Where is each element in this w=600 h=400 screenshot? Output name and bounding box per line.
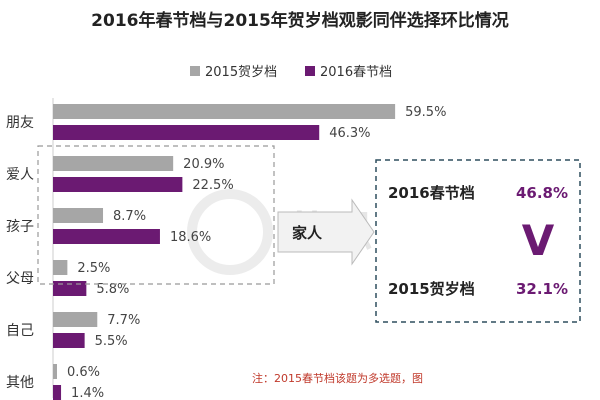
comparison-v-mark: V <box>522 216 555 265</box>
summary-box-border <box>375 159 581 323</box>
category-label: 孩子 <box>6 219 34 235</box>
bar-value-label: 7.7% <box>107 313 140 328</box>
category-label: 朋友 <box>6 115 34 131</box>
bar-value-label: 0.6% <box>67 365 100 380</box>
bar-value-label: 2.5% <box>77 261 110 276</box>
category-label: 爱人 <box>6 167 34 183</box>
summary-2015-value: 32.1% <box>516 280 568 298</box>
bar-value-label: 59.5% <box>405 105 446 120</box>
bar-2016 <box>53 333 85 348</box>
legend-label-2016: 2016春节档 <box>320 65 392 80</box>
category-label: 父母 <box>6 271 34 287</box>
bar-value-label: 20.9% <box>183 157 224 172</box>
bar-value-label: 5.5% <box>95 334 128 349</box>
bar-value-label: 8.7% <box>113 209 146 224</box>
bar-value-label: 5.8% <box>96 282 129 297</box>
bar-2015 <box>53 312 98 327</box>
bar-2016 <box>53 281 87 296</box>
summary-2015-label: 2015贺岁档 <box>388 280 475 298</box>
category-label: 自己 <box>6 323 34 339</box>
legend-swatch-2016 <box>305 66 315 76</box>
bar-2015 <box>53 208 104 223</box>
legend-label-2015: 2015贺岁档 <box>205 65 277 80</box>
legend: 2015贺岁档 2016春节档 <box>190 65 392 80</box>
bar-2015 <box>53 260 68 275</box>
bar-2016 <box>53 385 62 400</box>
footnote: 注：2015春节档该题为多选题，图 <box>252 371 423 385</box>
family-summary-box: 2016春节档 46.8% V 2015贺岁档 32.1% <box>375 159 581 323</box>
category-label: 其他 <box>6 375 34 391</box>
bar-value-label: 18.6% <box>170 230 211 245</box>
family-group-box <box>37 145 275 285</box>
family-arrow: 家人 <box>277 198 375 266</box>
legend-swatch-2015 <box>190 66 200 76</box>
bar-value-label: 22.5% <box>192 178 233 193</box>
bar-2016 <box>53 177 183 192</box>
bar-2015 <box>53 104 396 119</box>
summary-2016-value: 46.8% <box>516 184 568 202</box>
bar-value-label: 46.3% <box>329 126 370 141</box>
bars-group: 朋友 59.5% 46.3% 爱人 20.9% 22.5% 孩子 8.7% 18.6% 父母 2.5… <box>6 98 446 400</box>
family-arrow-label: 家人 <box>292 224 323 242</box>
bar-value-label: 1.4% <box>71 386 104 400</box>
bar-2015 <box>53 364 57 379</box>
summary-2016-label: 2016春节档 <box>388 184 475 202</box>
bar-2015 <box>53 156 174 171</box>
bar-2016 <box>53 125 320 140</box>
chart-title: 2016年春节档与2015年贺岁档观影同伴选择环比情况 <box>91 10 509 31</box>
bar-2016 <box>53 229 160 244</box>
